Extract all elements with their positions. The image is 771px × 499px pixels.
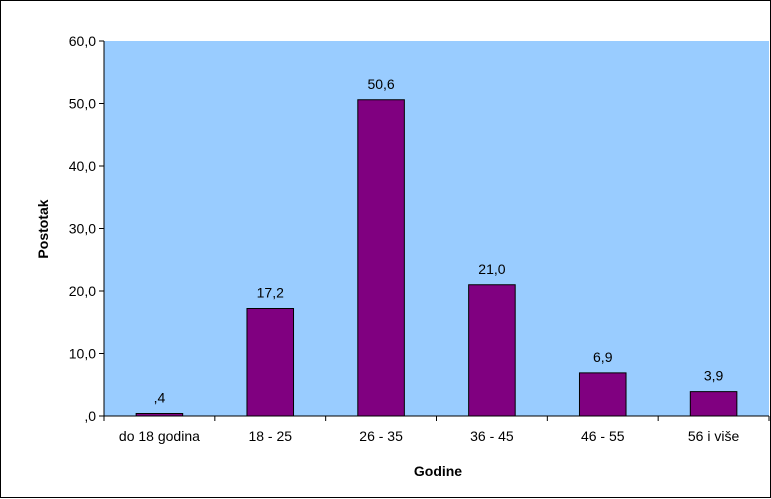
bar [246,308,295,417]
bar [357,99,405,417]
y-tick-label: ,0 [84,408,96,424]
x-tick-label: 36 - 45 [470,428,514,444]
x-tick-label: 56 i više [688,428,740,444]
y-tick-label: 30,0 [69,221,96,237]
plot-area [104,41,769,416]
data-label: 17,2 [257,285,284,301]
x-axis-title: Godine [414,463,462,479]
x-tick-label: 18 - 25 [248,428,292,444]
y-tick-label: 60,0 [69,33,96,49]
x-tick-label: 46 - 55 [581,428,625,444]
y-tick-label: 10,0 [69,346,96,362]
data-label: 21,0 [478,261,505,277]
x-tick-label: do 18 godina [119,428,200,444]
x-tick-label: 26 - 35 [359,428,403,444]
bar [578,372,627,417]
data-label: 3,9 [704,368,724,384]
data-label: ,4 [154,390,166,406]
data-label: 50,6 [367,76,394,92]
y-tick-label: 40,0 [69,158,96,174]
y-axis-title: Postotak [35,199,51,258]
bar [689,391,738,417]
bar [468,284,516,417]
data-label: 6,9 [593,349,613,365]
y-tick-label: 20,0 [69,283,96,299]
y-tick-label: 50,0 [69,96,96,112]
